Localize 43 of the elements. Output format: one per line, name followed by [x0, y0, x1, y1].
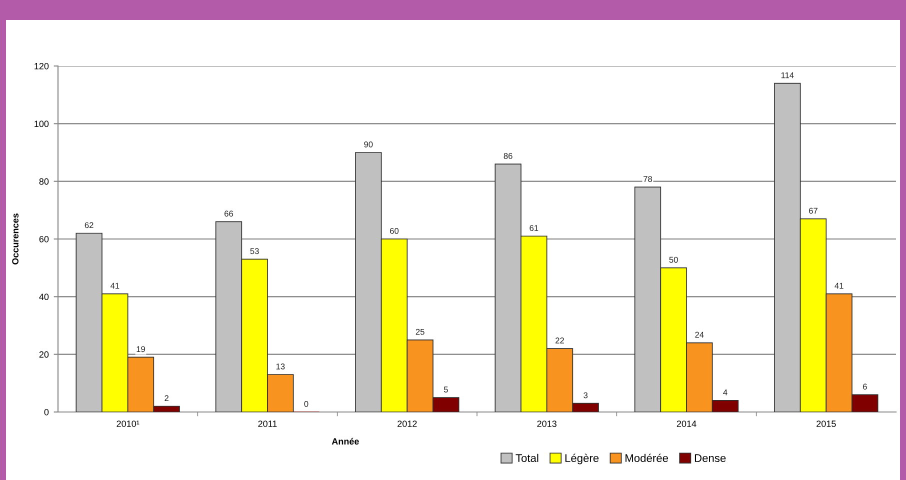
legend-label: Total [516, 454, 538, 462]
x-tick-label: 2011 [258, 420, 277, 427]
data-label: 19 [136, 346, 145, 352]
data-label: 24 [695, 332, 704, 338]
x-axis-title: Année [332, 438, 359, 445]
data-label: 78 [644, 176, 652, 182]
y-tick-label: 0 [44, 408, 49, 416]
data-label: 0 [304, 400, 308, 407]
y-tick-label: 20 [39, 351, 49, 358]
legend-label: Légère [565, 454, 599, 464]
data-label: 86 [504, 153, 512, 159]
data-label: 3 [584, 392, 588, 398]
data-label: 60 [390, 228, 399, 234]
data-label: 90 [364, 141, 373, 148]
data-label: 2 [164, 395, 168, 402]
data-label: 41 [110, 282, 120, 289]
data-label: 66 [224, 210, 234, 217]
y-tick-label: 120 [34, 62, 49, 70]
data-label: 4 [723, 390, 728, 396]
x-tick-label: 2015 [816, 420, 836, 427]
data-label: 25 [416, 328, 424, 335]
y-tick-label: 100 [34, 120, 49, 128]
data-label: 41 [834, 282, 844, 289]
y-axis-title: Occurences [12, 214, 19, 264]
data-label: 62 [84, 222, 94, 228]
y-tick-label: 80 [39, 178, 49, 185]
x-tick-label: 2014 [676, 420, 696, 427]
y-tick-label: 60 [39, 236, 49, 242]
legend-label: Modérée [626, 454, 668, 462]
data-label: 53 [250, 248, 259, 254]
data-label: 61 [530, 225, 538, 231]
data-label: 22 [556, 338, 564, 344]
legend-label: Dense [694, 454, 726, 462]
x-tick-label: 2010¹ [116, 420, 140, 427]
data-label: 50 [669, 256, 678, 263]
x-tick-label: 2013 [537, 420, 556, 427]
data-label: 114 [781, 72, 794, 78]
data-label: 6 [863, 384, 867, 390]
y-tick-label: 40 [39, 294, 49, 300]
data-label: 13 [276, 363, 285, 370]
data-label: 5 [444, 386, 448, 392]
data-label: 67 [809, 208, 818, 214]
x-tick-label: 2012 [398, 420, 417, 427]
